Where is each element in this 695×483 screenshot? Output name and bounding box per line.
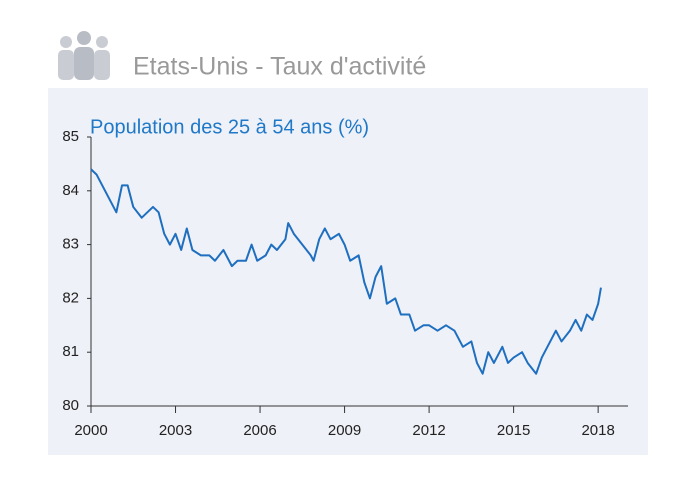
x-tick-label: 2015 (497, 422, 530, 439)
x-tick-label: 2012 (412, 422, 445, 439)
plot-panel (48, 88, 648, 455)
x-tick-label: 2003 (159, 422, 192, 439)
y-tick-label: 80 (62, 397, 79, 414)
x-tick-label: 2006 (243, 422, 276, 439)
y-tick-label: 81 (62, 343, 79, 360)
people-icon (58, 31, 110, 80)
y-tick-label: 83 (62, 236, 79, 253)
x-tick-label: 2018 (581, 422, 614, 439)
chart-title: Etats-Unis - Taux d'activité (133, 53, 426, 81)
y-tick-label: 84 (62, 182, 79, 199)
y-tick-label: 85 (62, 128, 79, 145)
line-series (90, 168, 602, 375)
x-tick-label: 2009 (328, 422, 361, 439)
chart-subtitle: Population des 25 à 54 ans (%) (90, 116, 369, 138)
x-tick-label: 2000 (74, 422, 107, 439)
y-tick-label: 82 (62, 289, 79, 306)
